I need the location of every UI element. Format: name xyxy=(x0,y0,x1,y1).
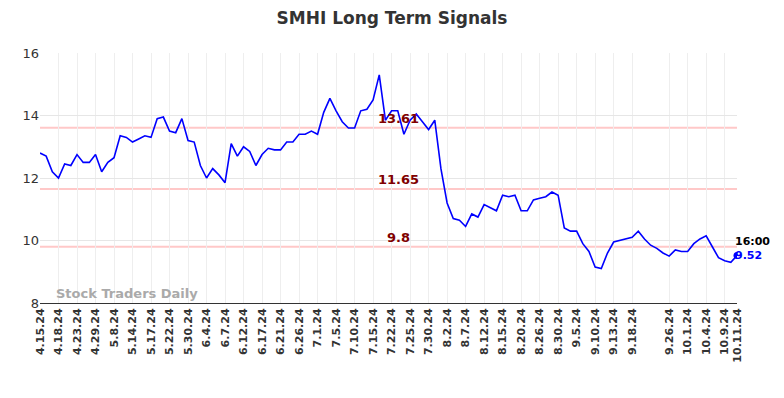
svg-text:6.21.24: 6.21.24 xyxy=(274,308,287,355)
svg-text:6.26.24: 6.26.24 xyxy=(293,308,306,355)
svg-text:9.26.24: 9.26.24 xyxy=(663,308,676,355)
svg-text:5.8.24: 5.8.24 xyxy=(108,308,121,347)
svg-text:Stock Traders Daily: Stock Traders Daily xyxy=(56,286,198,301)
svg-text:10.11.24: 10.11.24 xyxy=(731,308,744,363)
svg-text:9.18.24: 9.18.24 xyxy=(626,308,639,355)
svg-text:6.4.24: 6.4.24 xyxy=(200,308,213,347)
svg-text:5.14.24: 5.14.24 xyxy=(126,308,139,355)
svg-text:5.30.24: 5.30.24 xyxy=(182,308,195,355)
svg-text:8: 8 xyxy=(31,296,39,311)
svg-text:9.8: 9.8 xyxy=(387,230,410,245)
svg-text:6.17.24: 6.17.24 xyxy=(256,308,269,355)
svg-text:8.26.24: 8.26.24 xyxy=(533,308,546,355)
svg-text:8.30.24: 8.30.24 xyxy=(552,308,565,355)
svg-text:9.52: 9.52 xyxy=(735,249,762,262)
svg-text:10.1.24: 10.1.24 xyxy=(681,308,694,355)
svg-text:10.9.24: 10.9.24 xyxy=(718,308,731,355)
svg-text:6.12.24: 6.12.24 xyxy=(237,308,250,355)
svg-text:7.5.24: 7.5.24 xyxy=(330,308,343,347)
svg-text:8.7.24: 8.7.24 xyxy=(459,308,472,347)
svg-text:9.10.24: 9.10.24 xyxy=(589,308,602,355)
svg-text:7.1.24: 7.1.24 xyxy=(311,308,324,347)
svg-text:7.10.24: 7.10.24 xyxy=(348,308,361,355)
svg-text:8.12.24: 8.12.24 xyxy=(478,308,491,355)
svg-text:16: 16 xyxy=(22,46,39,61)
svg-text:4.18.24: 4.18.24 xyxy=(52,308,65,355)
svg-text:9.13.24: 9.13.24 xyxy=(607,308,620,355)
svg-text:7.22.24: 7.22.24 xyxy=(385,308,398,355)
svg-text:7.25.24: 7.25.24 xyxy=(404,308,417,355)
svg-text:13.61: 13.61 xyxy=(378,111,419,126)
svg-text:4.15.24: 4.15.24 xyxy=(34,308,47,355)
svg-text:10: 10 xyxy=(22,233,39,248)
svg-text:8.20.24: 8.20.24 xyxy=(515,308,528,355)
svg-text:6.7.24: 6.7.24 xyxy=(219,308,232,347)
svg-text:10.4.24: 10.4.24 xyxy=(700,308,713,355)
svg-text:4.29.24: 4.29.24 xyxy=(89,308,102,355)
svg-text:11.65: 11.65 xyxy=(378,172,419,187)
svg-text:8.2.24: 8.2.24 xyxy=(441,308,454,347)
svg-text:14: 14 xyxy=(22,108,39,123)
svg-text:4.23.24: 4.23.24 xyxy=(71,308,84,355)
svg-text:SMHI Long Term Signals: SMHI Long Term Signals xyxy=(277,8,508,28)
svg-text:12: 12 xyxy=(22,171,39,186)
svg-text:8.15.24: 8.15.24 xyxy=(496,308,509,355)
svg-text:7.30.24: 7.30.24 xyxy=(422,308,435,355)
svg-text:9.5.24: 9.5.24 xyxy=(570,308,583,347)
svg-text:16:00: 16:00 xyxy=(735,235,770,248)
svg-text:5.17.24: 5.17.24 xyxy=(145,308,158,355)
svg-text:5.22.24: 5.22.24 xyxy=(163,308,176,355)
svg-text:7.15.24: 7.15.24 xyxy=(367,308,380,355)
